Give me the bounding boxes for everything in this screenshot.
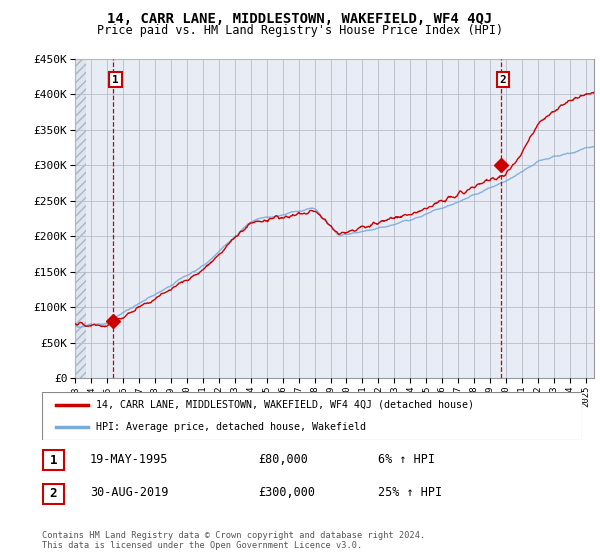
Text: 6% ↑ HPI: 6% ↑ HPI — [378, 452, 435, 466]
Text: 1: 1 — [112, 74, 119, 85]
Text: 14, CARR LANE, MIDDLESTOWN, WAKEFIELD, WF4 4QJ: 14, CARR LANE, MIDDLESTOWN, WAKEFIELD, W… — [107, 12, 493, 26]
Text: £80,000: £80,000 — [258, 452, 308, 466]
Text: 2: 2 — [50, 487, 57, 501]
Text: 1: 1 — [50, 454, 57, 467]
Text: 30-AUG-2019: 30-AUG-2019 — [90, 486, 169, 500]
Bar — [75, 59, 86, 378]
Text: 19-MAY-1995: 19-MAY-1995 — [90, 452, 169, 466]
Text: 25% ↑ HPI: 25% ↑ HPI — [378, 486, 442, 500]
Text: Price paid vs. HM Land Registry's House Price Index (HPI): Price paid vs. HM Land Registry's House … — [97, 24, 503, 36]
Text: 2: 2 — [500, 74, 506, 85]
Text: £300,000: £300,000 — [258, 486, 315, 500]
Text: Contains HM Land Registry data © Crown copyright and database right 2024.
This d: Contains HM Land Registry data © Crown c… — [42, 531, 425, 550]
Text: HPI: Average price, detached house, Wakefield: HPI: Average price, detached house, Wake… — [96, 422, 366, 432]
Text: 14, CARR LANE, MIDDLESTOWN, WAKEFIELD, WF4 4QJ (detached house): 14, CARR LANE, MIDDLESTOWN, WAKEFIELD, W… — [96, 400, 474, 410]
